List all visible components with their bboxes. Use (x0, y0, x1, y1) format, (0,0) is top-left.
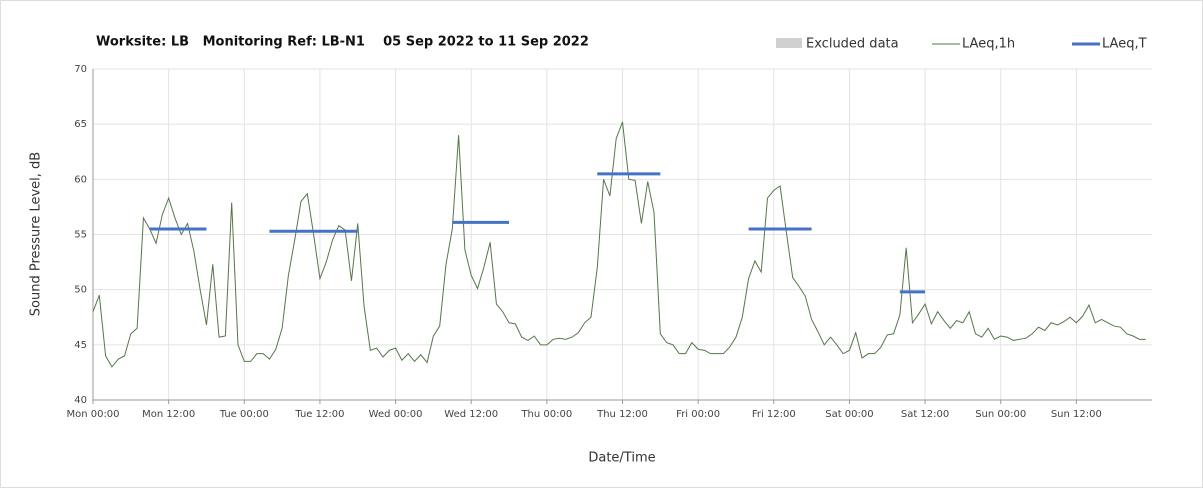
legend-label: Excluded data (806, 37, 899, 52)
y-axis-title: Sound Pressure Level, dB (29, 152, 44, 316)
y-tick-label: 60 (74, 174, 87, 185)
x-tick-label: Mon 12:00 (142, 409, 195, 420)
x-tick-label: Fri 12:00 (752, 409, 796, 420)
y-tick-label: 40 (74, 395, 87, 406)
x-tick-label: Sat 00:00 (825, 409, 873, 420)
x-tick-label: Sat 12:00 (901, 409, 949, 420)
x-tick-label: Wed 12:00 (444, 409, 498, 420)
x-tick-label: Fri 00:00 (676, 409, 720, 420)
y-tick-label: 55 (74, 230, 87, 241)
x-tick-label: Sun 00:00 (975, 409, 1026, 420)
y-tick-label: 70 (74, 64, 87, 75)
legend-label: LAeq,T (1102, 37, 1147, 52)
x-tick-label: Wed 00:00 (369, 409, 423, 420)
legend-label: LAeq,1h (962, 37, 1015, 52)
line-series (92, 121, 1146, 368)
y-tick-label: 50 (74, 285, 87, 296)
y-tick-label: 65 (74, 119, 87, 130)
y-tick-label: 45 (74, 340, 87, 351)
x-tick-label: Tue 12:00 (294, 409, 344, 420)
legend-swatch-excluded (776, 38, 802, 48)
x-tick-label: Thu 12:00 (596, 409, 648, 420)
x-tick-label: Sun 12:00 (1051, 409, 1102, 420)
x-axis-title: Date/Time (588, 451, 655, 466)
x-tick-label: Mon 00:00 (66, 409, 119, 420)
x-tick-label: Tue 00:00 (219, 409, 269, 420)
chart-title: Worksite: LB Monitoring Ref: LB-N1 05 Se… (96, 35, 589, 50)
x-tick-label: Thu 00:00 (520, 409, 572, 420)
